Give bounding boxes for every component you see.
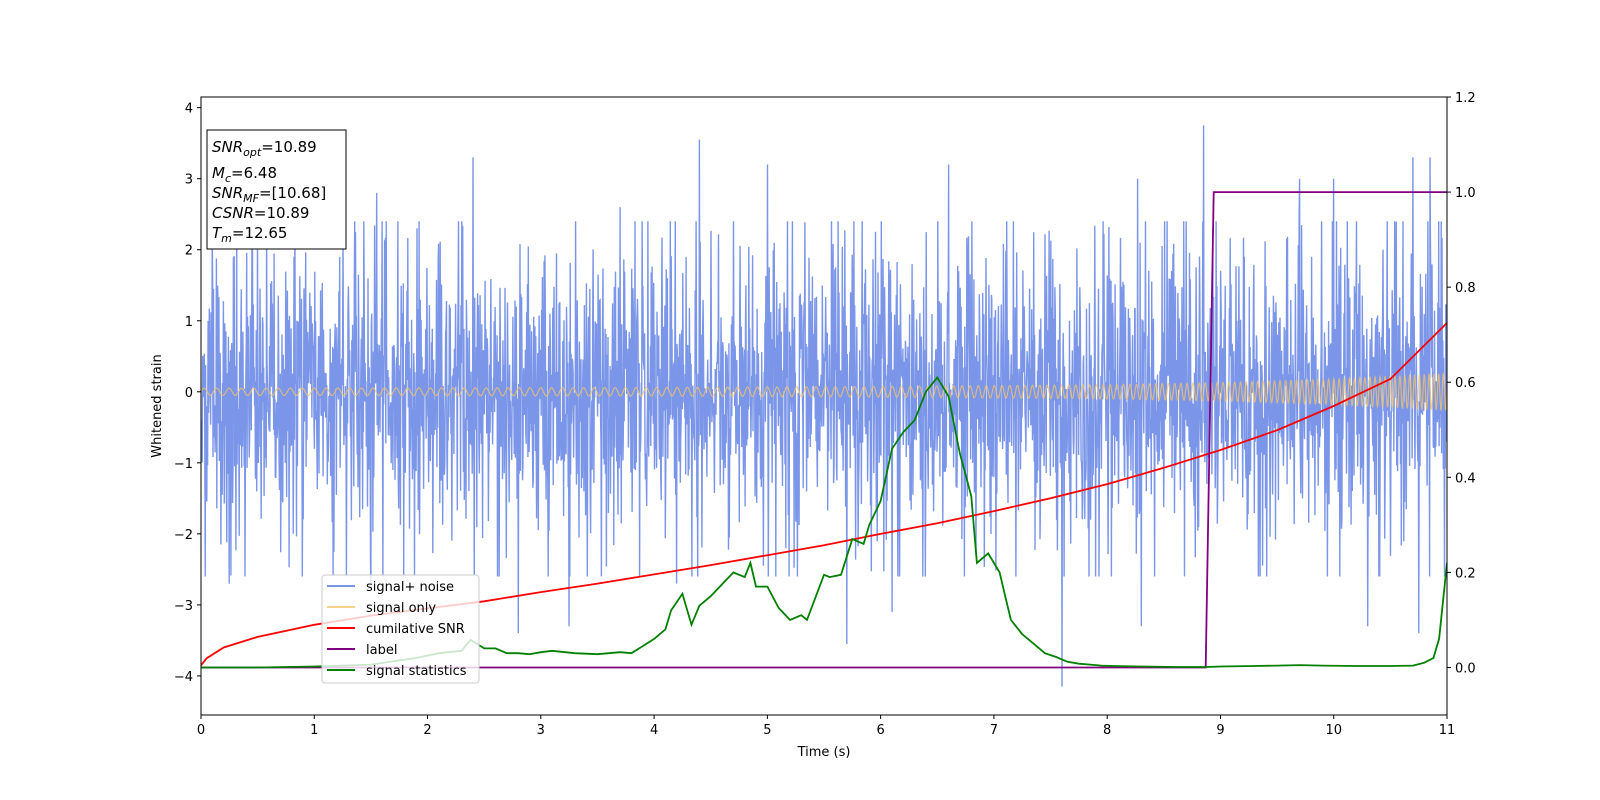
info-tm: Tm=12.65 xyxy=(212,224,287,245)
y-tick-label: 4 xyxy=(185,102,193,117)
x-tick-label: 6 xyxy=(876,723,884,738)
y2-tick-label: 0.4 xyxy=(1455,471,1476,486)
axes: 0 1 2 3 4 5 6 7 8 9 10 11 −4 −3 −2 −1 0 1 2 3 4 0.0 0.2 0.4 0.6 0… xyxy=(174,91,1476,738)
plot-area xyxy=(201,125,1447,687)
x-tick-label: 11 xyxy=(1439,723,1456,738)
y2-tick-label: 0.0 xyxy=(1455,661,1476,676)
x-tick-label: 8 xyxy=(1103,723,1111,738)
info-snr-opt: SNRopt=10.89 xyxy=(212,138,317,159)
legend: signal+ noise signal only cumilative SNR la… xyxy=(321,574,480,684)
info-mc: Mc=6.48 xyxy=(212,164,277,185)
info-csnr: CSNR=10.89 xyxy=(212,204,309,222)
legend-label-label: label xyxy=(366,643,397,658)
y-tick-label: 2 xyxy=(185,244,193,259)
series-line-signal-statistics xyxy=(201,375,1447,669)
y-axis-label: Whitened strain xyxy=(150,354,165,457)
x-tick-label: 7 xyxy=(990,723,998,738)
x-tick-label: 3 xyxy=(537,723,545,738)
x-tick-label: 4 xyxy=(650,723,658,738)
x-tick-label: 10 xyxy=(1325,723,1342,738)
x-tick-label: 1 xyxy=(310,723,318,738)
info-box-frame xyxy=(206,129,347,250)
y-tick-label: 1 xyxy=(185,315,193,330)
y2-tick-label: 1.0 xyxy=(1455,186,1476,201)
y-tick-label: 0 xyxy=(185,386,193,401)
y-tick-label: −3 xyxy=(174,599,193,614)
y-tick-label: 3 xyxy=(185,173,193,188)
legend-label-cumilative-snr: cumilative SNR xyxy=(366,622,465,637)
x-tick-label: 0 xyxy=(197,723,205,738)
legend-label-signal-only: signal only xyxy=(366,601,436,616)
y-tick-label: −2 xyxy=(174,528,193,543)
y2-tick-label: 0.2 xyxy=(1455,566,1476,581)
y-tick-label: −1 xyxy=(174,457,193,472)
plot-frame xyxy=(200,96,1448,716)
series-line-label xyxy=(201,191,1447,669)
y2-tick-label: 0.6 xyxy=(1455,376,1476,391)
legend-label-signal-statistics: signal statistics xyxy=(366,664,467,679)
y2-tick-label: 1.2 xyxy=(1455,91,1476,106)
legend-label-signal-noise: signal+ noise xyxy=(366,580,454,595)
x-tick-label: 5 xyxy=(763,723,771,738)
x-tick-label: 2 xyxy=(423,723,431,738)
info-box: SNRopt=10.89 Mc=6.48 SNRMF=[10.68] CSNR=… xyxy=(206,129,347,250)
legend-frame xyxy=(321,574,480,684)
y2-tick-label: 0.8 xyxy=(1455,281,1476,296)
info-snr-mf: SNRMF=[10.68] xyxy=(212,184,326,205)
x-tick-label: 9 xyxy=(1216,723,1224,738)
x-axis-label: Time (s) xyxy=(797,745,851,760)
series-line-cumilative-snr xyxy=(201,322,1447,666)
series-line-signal-only xyxy=(201,371,1447,412)
y-tick-label: −4 xyxy=(174,670,193,685)
